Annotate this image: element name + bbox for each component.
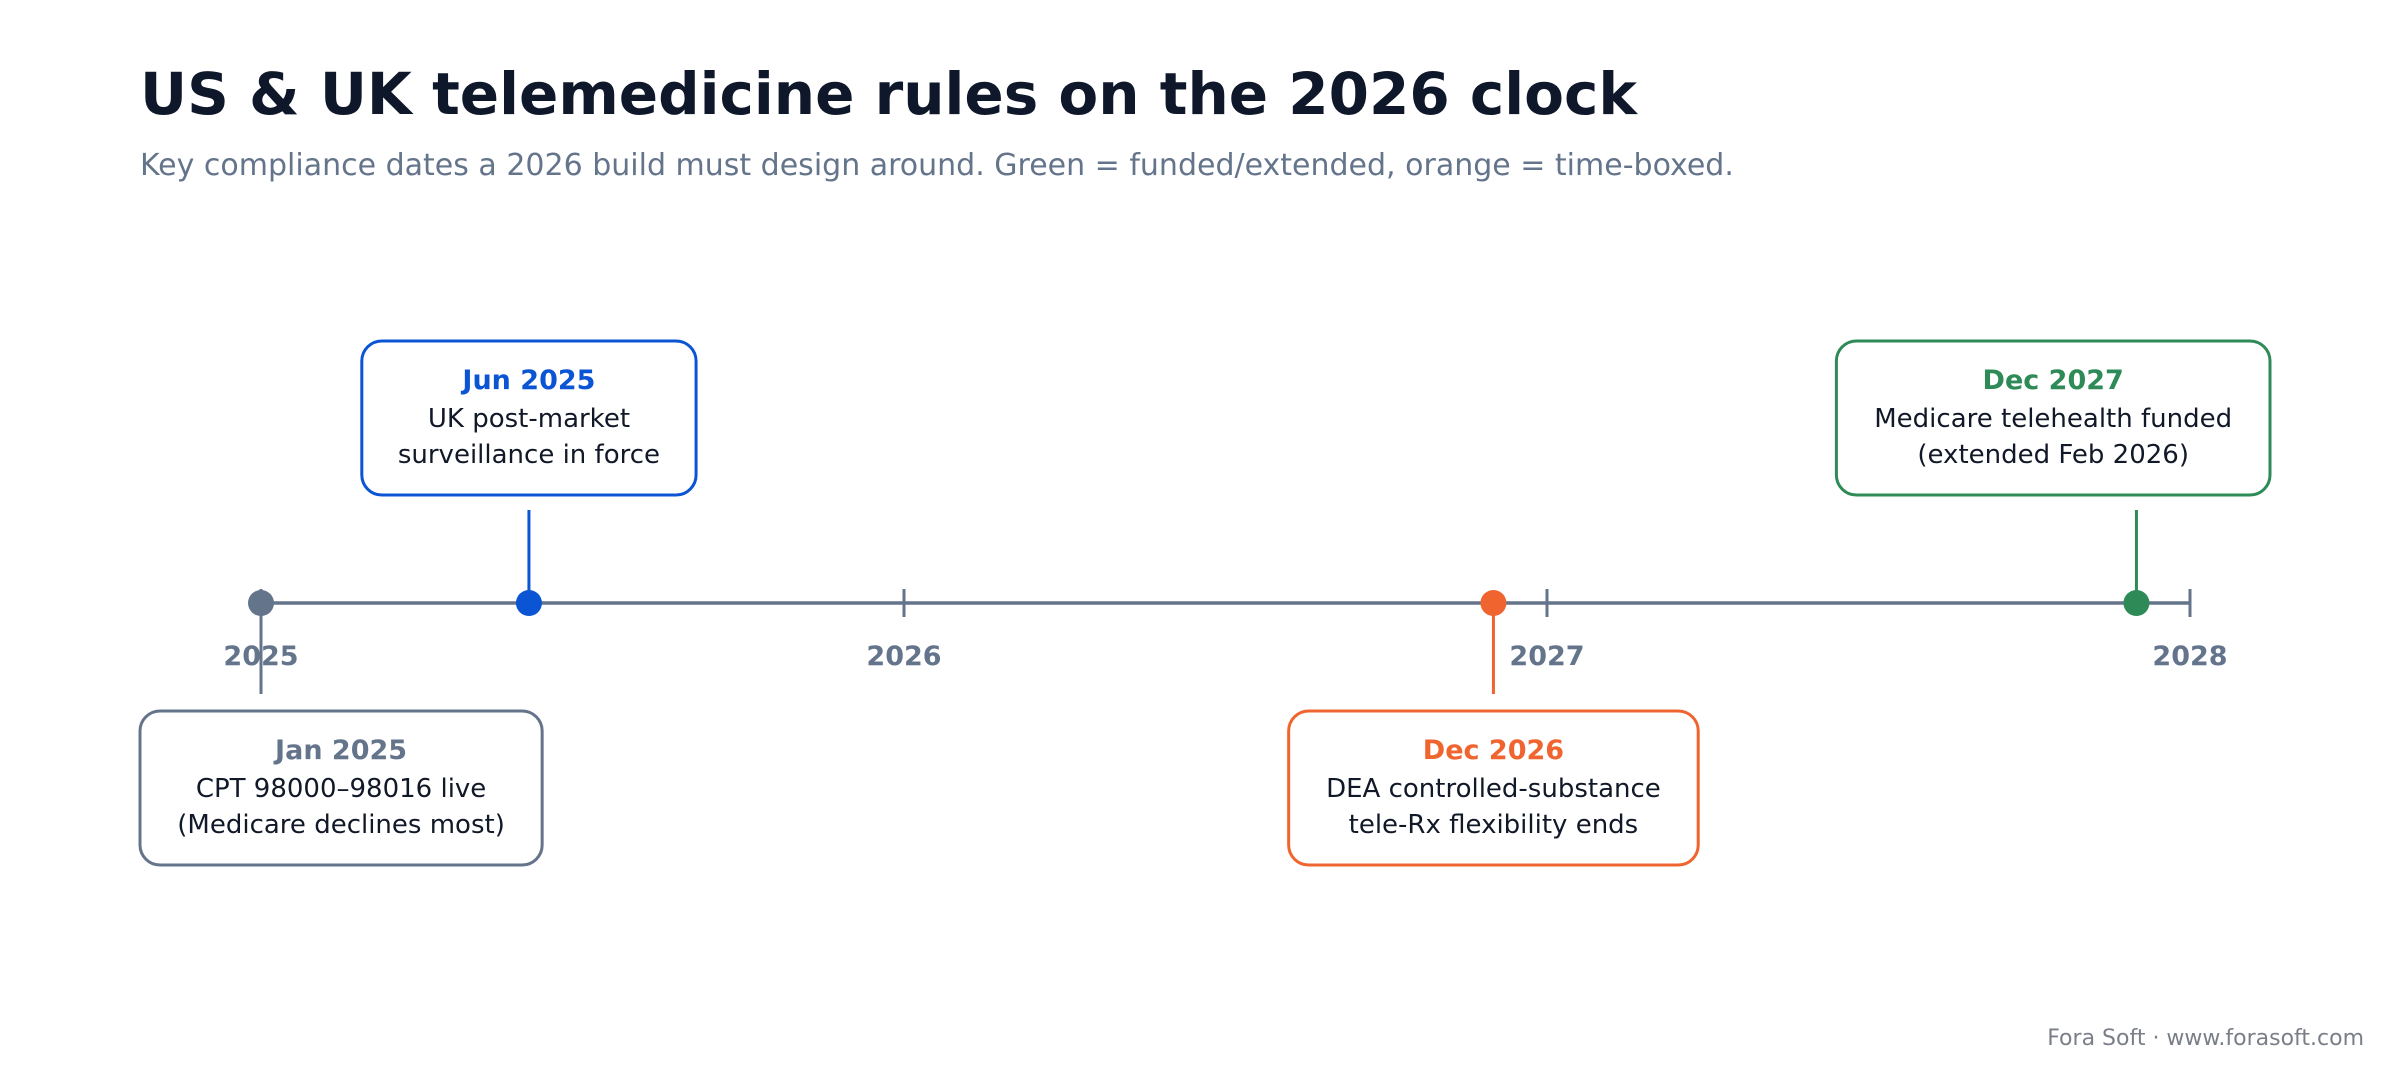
event-dec-2027: Dec 2027 Medicare telehealth funded (exten… <box>1834 339 2272 616</box>
timeline-events-group: Jan 2025 CPT 98000–98016 live (Medicare de… <box>138 339 2272 867</box>
year-label-2026: 2026 <box>866 641 941 672</box>
event-description-line: CPT 98000–98016 live <box>196 774 487 804</box>
event-description-line: surveillance in force <box>398 440 660 470</box>
event-callout-box <box>1834 339 2272 497</box>
event-description-line: (Medicare declines most) <box>177 810 505 840</box>
event-marker <box>2123 590 2150 616</box>
page-subtitle: Key compliance dates a 2026 build must d… <box>140 148 1734 183</box>
event-description-line: Medicare telehealth funded <box>1874 404 2232 434</box>
event-dec-2026: Dec 2026 DEA controlled-substance tele-Rx … <box>1287 590 1700 867</box>
event-jan-2025: Jan 2025 CPT 98000–98016 live (Medicare de… <box>138 590 544 867</box>
event-callout-box <box>138 709 544 867</box>
timeline-axis-group: 2025 2026 2027 2028 <box>223 589 2228 672</box>
event-date-label: Dec 2026 <box>1423 735 1564 766</box>
event-date-label: Jun 2025 <box>460 365 595 396</box>
footer-credit: Fora Soft · www.forasoft.com <box>2047 1026 2364 1051</box>
event-description-line: UK post-market <box>428 404 630 434</box>
event-marker <box>515 590 542 616</box>
event-description-line: tele-Rx flexibility ends <box>1349 810 1639 840</box>
event-marker <box>1480 590 1507 616</box>
event-date-label: Jan 2025 <box>273 735 407 766</box>
event-marker <box>248 590 274 616</box>
event-jun-2025: Jun 2025 UK post-market surveillance in fo… <box>360 339 698 616</box>
event-callout-box <box>1287 709 1700 867</box>
event-date-label: Dec 2027 <box>1983 365 2124 396</box>
page-title: US & UK telemedicine rules on the 2026 c… <box>140 60 1637 128</box>
year-label-2028: 2028 <box>2152 641 2227 672</box>
event-callout-box <box>360 339 698 497</box>
year-label-2027: 2027 <box>1509 641 1584 672</box>
event-description-line: (extended Feb 2026) <box>1917 440 2189 470</box>
event-description-line: DEA controlled-substance <box>1326 774 1661 804</box>
